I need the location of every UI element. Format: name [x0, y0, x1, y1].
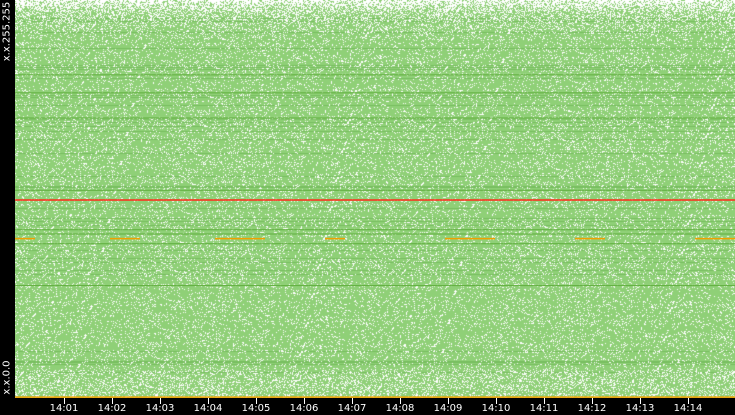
x-tick — [112, 398, 113, 404]
x-tick — [544, 398, 545, 404]
x-tick — [304, 398, 305, 404]
x-tick-label: 14:06 — [289, 403, 319, 414]
x-tick-label: 14:08 — [385, 403, 415, 414]
x-tick-label: 14:14 — [673, 403, 703, 414]
x-tick — [160, 398, 161, 404]
x-tick-label: 14:09 — [433, 403, 463, 414]
traffic-density-canvas — [15, 0, 735, 398]
x-tick — [448, 398, 449, 404]
x-tick — [688, 398, 689, 404]
x-tick — [256, 398, 257, 404]
y-max-label: x.x.255.255 — [1, 1, 13, 62]
x-tick — [64, 398, 65, 404]
x-tick-label: 14:05 — [241, 403, 271, 414]
x-tick-label: 14:10 — [481, 403, 511, 414]
x-tick — [496, 398, 497, 404]
highlight-rows — [15, 74, 735, 398]
x-tick-label: 14:02 — [97, 403, 127, 414]
plot-area — [15, 0, 735, 398]
x-tick-label: 14:13 — [625, 403, 655, 414]
x-tick-label: 14:04 — [193, 403, 223, 414]
x-tick — [640, 398, 641, 404]
x-tick-label: 14:01 — [49, 403, 79, 414]
x-tick-label: 14:03 — [145, 403, 175, 414]
y-min-label: x.x.0.0 — [1, 360, 13, 395]
x-tick — [208, 398, 209, 404]
x-tick — [592, 398, 593, 404]
x-tick — [400, 398, 401, 404]
x-tick — [352, 398, 353, 404]
x-tick-label: 14:11 — [529, 403, 559, 414]
x-tick-label: 14:07 — [337, 403, 367, 414]
x-tick-label: 14:12 — [577, 403, 607, 414]
